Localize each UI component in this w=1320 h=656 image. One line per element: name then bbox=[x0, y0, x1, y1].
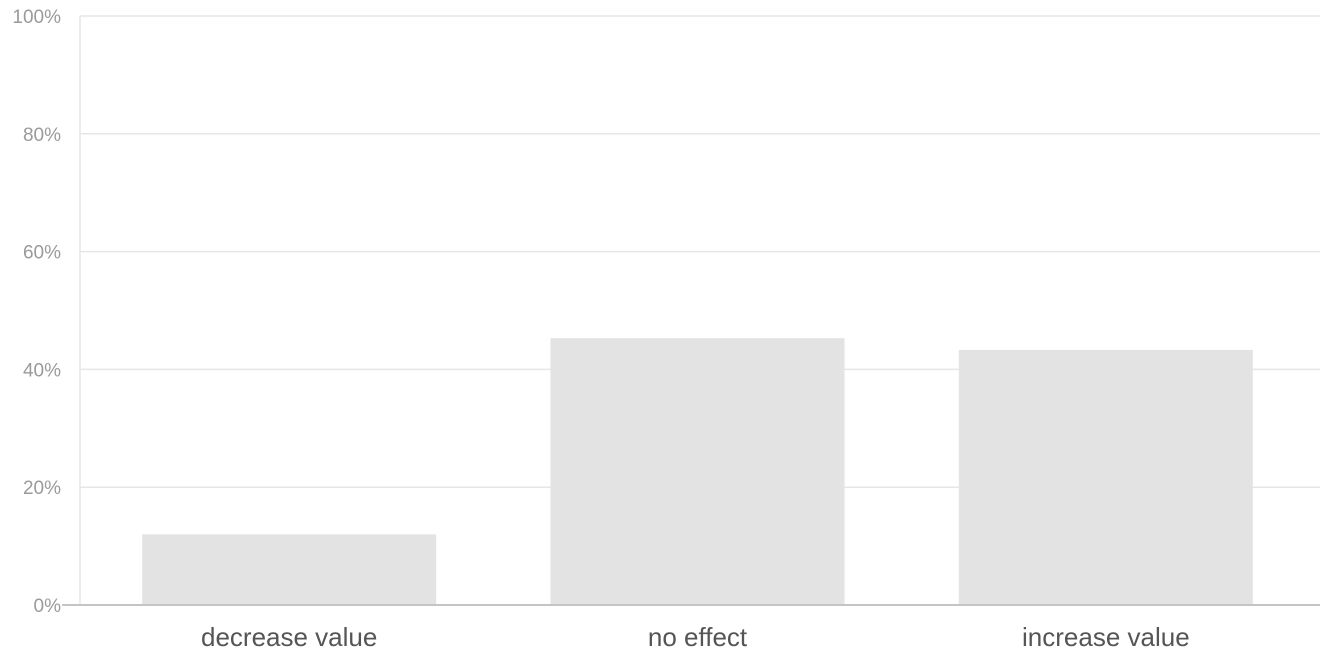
x-axis-tick-labels: decrease value no effect increase value bbox=[201, 622, 1190, 652]
x-tick-label: decrease value bbox=[201, 622, 377, 652]
y-tick-label: 20% bbox=[23, 478, 61, 499]
bar bbox=[550, 338, 845, 605]
x-tick-label: increase value bbox=[1022, 622, 1190, 652]
y-tick-label: 40% bbox=[23, 360, 61, 381]
bar bbox=[142, 534, 437, 605]
y-axis-tick-labels: 0% 20% 40% 60% 80% 100% bbox=[12, 7, 61, 617]
bar bbox=[958, 349, 1253, 605]
bars bbox=[142, 338, 1253, 605]
y-tick-label: 80% bbox=[23, 125, 61, 146]
y-tick-label: 60% bbox=[23, 243, 61, 264]
y-tick-label: 0% bbox=[34, 596, 62, 617]
x-tick-label: no effect bbox=[648, 622, 748, 652]
y-tick-label: 100% bbox=[12, 7, 61, 28]
